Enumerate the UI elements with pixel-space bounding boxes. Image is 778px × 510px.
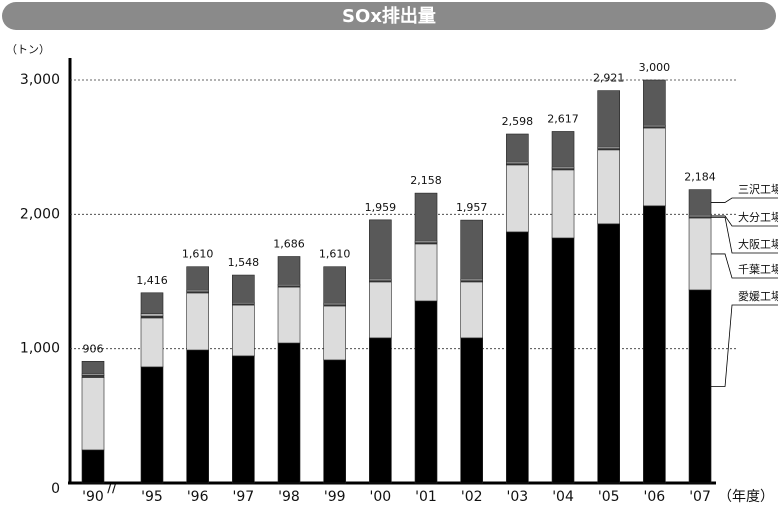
bar-segment: [369, 281, 392, 339]
bar-segment: [460, 337, 483, 484]
bar-segment: [323, 266, 346, 304]
x-tick-label: '06: [644, 489, 666, 505]
bar-segment: [551, 131, 575, 168]
x-tick-label: '03: [507, 489, 529, 505]
total-label: 3,000: [639, 61, 671, 74]
y-tick-label: 0: [51, 481, 60, 497]
bar-segment: [140, 292, 164, 315]
y-tick-label: 1,000: [20, 341, 60, 357]
bar-segment: [140, 315, 164, 319]
legend-leader: [711, 197, 778, 203]
total-label: 2,158: [410, 174, 442, 187]
bar-segment: [323, 305, 346, 361]
total-label: 1,610: [319, 248, 351, 261]
bar-segment: [506, 231, 529, 484]
bar-segment: [232, 355, 255, 484]
bar-segment: [597, 223, 621, 484]
x-tick-label: '90: [82, 489, 104, 505]
bar-segment: [369, 219, 392, 280]
bar-segment: [597, 90, 621, 148]
legend-leader: [711, 215, 778, 227]
bar-segment: [277, 256, 301, 285]
bar-segment: [460, 219, 483, 280]
legend-leader: [711, 304, 778, 387]
total-label: 2,617: [547, 112, 579, 125]
bar-segment: [81, 449, 105, 484]
bar-segment: [81, 377, 105, 451]
total-label: 2,598: [502, 115, 534, 128]
title-banner: [2, 2, 776, 30]
bar-segment: [688, 189, 712, 216]
total-label: 2,184: [684, 171, 716, 184]
x-tick-label: '04: [552, 489, 574, 505]
bar-segment: [643, 127, 666, 207]
total-label: 1,548: [228, 256, 260, 269]
bar-segment: [688, 217, 712, 291]
x-tick-label: '07: [689, 489, 711, 505]
bar-segment: [597, 149, 621, 225]
bar-segment: [551, 237, 575, 484]
x-tick-label: '97: [233, 489, 255, 505]
x-tick-label: '96: [187, 489, 209, 505]
bar-segment: [414, 192, 438, 242]
bar-segment: [232, 304, 255, 357]
legend-leader: [711, 253, 778, 279]
bar-segment: [277, 342, 301, 484]
x-tick-label: '98: [278, 489, 300, 505]
bar-segment: [506, 164, 529, 233]
axis-break: //: [107, 480, 117, 496]
bar-segment: [140, 366, 164, 484]
total-label: 1,416: [136, 274, 168, 287]
bar-segment: [688, 289, 712, 484]
bar-segment: [643, 79, 666, 126]
legend-label: 愛媛工場: [738, 289, 778, 303]
bar-segment: [277, 286, 301, 344]
total-label: 2,921: [593, 72, 625, 85]
bar-segment: [81, 375, 105, 378]
x-tick-label: '05: [598, 489, 620, 505]
total-label: 1,686: [273, 238, 305, 251]
chart-title: SOx排出量: [342, 5, 436, 27]
bar-segment: [323, 359, 346, 484]
legend-label: 大分工場: [738, 210, 778, 224]
y-tick-label: 3,000: [20, 72, 60, 88]
bar-segment: [140, 317, 164, 368]
total-label: 906: [83, 342, 104, 355]
x-tick-label: '99: [324, 489, 346, 505]
bar-segment: [186, 266, 209, 291]
y-tick-label: 2,000: [20, 206, 60, 222]
legend-label: 三沢工場: [738, 182, 778, 196]
bar-segment: [369, 337, 392, 484]
total-label: 1,957: [456, 201, 488, 214]
bar-segment: [81, 360, 105, 375]
bar-segment: [186, 292, 209, 351]
x-tick-label: '02: [461, 489, 483, 505]
bar-segment: [140, 313, 164, 317]
bar-segment: [643, 205, 666, 484]
x-tick-label: '00: [370, 489, 392, 505]
x-tick-label: '95: [141, 489, 163, 505]
x-unit: （年度）: [718, 489, 774, 505]
bar-segment: [506, 133, 529, 163]
bar-segment: [460, 281, 483, 339]
bar-segment: [186, 349, 209, 484]
bar-segment: [414, 300, 438, 484]
legend-label: 千葉工場: [738, 262, 778, 276]
total-label: 1,959: [365, 201, 397, 214]
legend-leader: [711, 216, 778, 254]
total-label: 1,610: [182, 248, 214, 261]
bar-segment: [414, 243, 438, 302]
y-unit: （トン）: [6, 43, 50, 56]
legend-label: 大阪工場: [738, 237, 778, 251]
x-tick-label: '01: [415, 489, 437, 505]
bar-segment: [232, 274, 255, 303]
bar-segment: [551, 169, 575, 239]
